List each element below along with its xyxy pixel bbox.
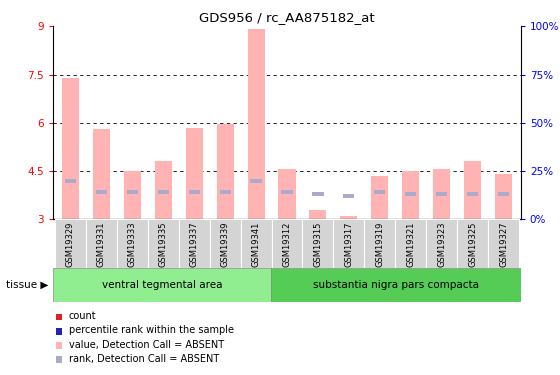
Text: GSM19331: GSM19331: [97, 222, 106, 267]
Bar: [333, 219, 365, 268]
Text: GSM19339: GSM19339: [221, 222, 230, 267]
Text: percentile rank within the sample: percentile rank within the sample: [69, 326, 234, 336]
Bar: [116, 219, 148, 268]
Text: count: count: [69, 311, 96, 321]
Text: GSM19325: GSM19325: [468, 222, 477, 267]
Bar: [433, 170, 450, 219]
Bar: [241, 219, 272, 268]
Text: GSM19341: GSM19341: [251, 222, 260, 267]
Bar: [65, 178, 76, 183]
Bar: [96, 190, 107, 194]
Bar: [464, 161, 481, 219]
Bar: [426, 219, 458, 268]
Text: tissue ▶: tissue ▶: [6, 280, 48, 290]
Text: GSM19315: GSM19315: [314, 222, 323, 267]
Bar: [248, 30, 264, 219]
Bar: [365, 219, 395, 268]
Bar: [458, 219, 488, 268]
Bar: [312, 192, 324, 196]
Text: GSM19317: GSM19317: [344, 222, 353, 267]
Bar: [217, 124, 234, 219]
Text: GSM19321: GSM19321: [407, 222, 416, 267]
Bar: [436, 192, 447, 196]
Bar: [278, 170, 296, 219]
Bar: [124, 171, 141, 219]
Bar: [282, 190, 292, 194]
Text: substantia nigra pars compacta: substantia nigra pars compacta: [313, 280, 479, 290]
Bar: [498, 192, 509, 196]
Text: GSM19335: GSM19335: [158, 222, 167, 267]
Bar: [127, 190, 138, 194]
Text: GSM19333: GSM19333: [128, 222, 137, 267]
Bar: [179, 219, 209, 268]
Bar: [488, 219, 519, 268]
Bar: [55, 219, 86, 268]
Bar: [189, 190, 199, 194]
Bar: [86, 219, 116, 268]
Bar: [93, 129, 110, 219]
Title: GDS956 / rc_AA875182_at: GDS956 / rc_AA875182_at: [199, 11, 375, 24]
Bar: [272, 219, 302, 268]
Text: GSM19312: GSM19312: [282, 222, 292, 267]
Bar: [371, 176, 389, 219]
Bar: [272, 268, 521, 302]
Bar: [405, 192, 417, 196]
Text: GSM19319: GSM19319: [375, 222, 384, 267]
Bar: [148, 219, 179, 268]
Text: value, Detection Call = ABSENT: value, Detection Call = ABSENT: [69, 340, 224, 350]
Text: rank, Detection Call = ABSENT: rank, Detection Call = ABSENT: [69, 354, 219, 364]
Bar: [495, 174, 512, 219]
Text: GSM19323: GSM19323: [437, 222, 446, 267]
Text: ventral tegmental area: ventral tegmental area: [102, 280, 222, 290]
Bar: [375, 190, 385, 194]
Bar: [340, 216, 357, 219]
Bar: [62, 78, 79, 219]
Bar: [220, 190, 231, 194]
Bar: [302, 219, 333, 268]
Text: GSM19329: GSM19329: [66, 222, 74, 267]
Bar: [209, 219, 241, 268]
Bar: [343, 194, 354, 198]
Bar: [402, 171, 419, 219]
Bar: [53, 268, 272, 302]
Bar: [155, 161, 172, 219]
Bar: [250, 178, 262, 183]
Bar: [310, 210, 326, 219]
Text: GSM19337: GSM19337: [190, 222, 199, 267]
Bar: [395, 219, 426, 268]
Bar: [157, 190, 169, 194]
Text: GSM19327: GSM19327: [500, 222, 508, 267]
Bar: [185, 128, 203, 219]
Bar: [467, 192, 478, 196]
